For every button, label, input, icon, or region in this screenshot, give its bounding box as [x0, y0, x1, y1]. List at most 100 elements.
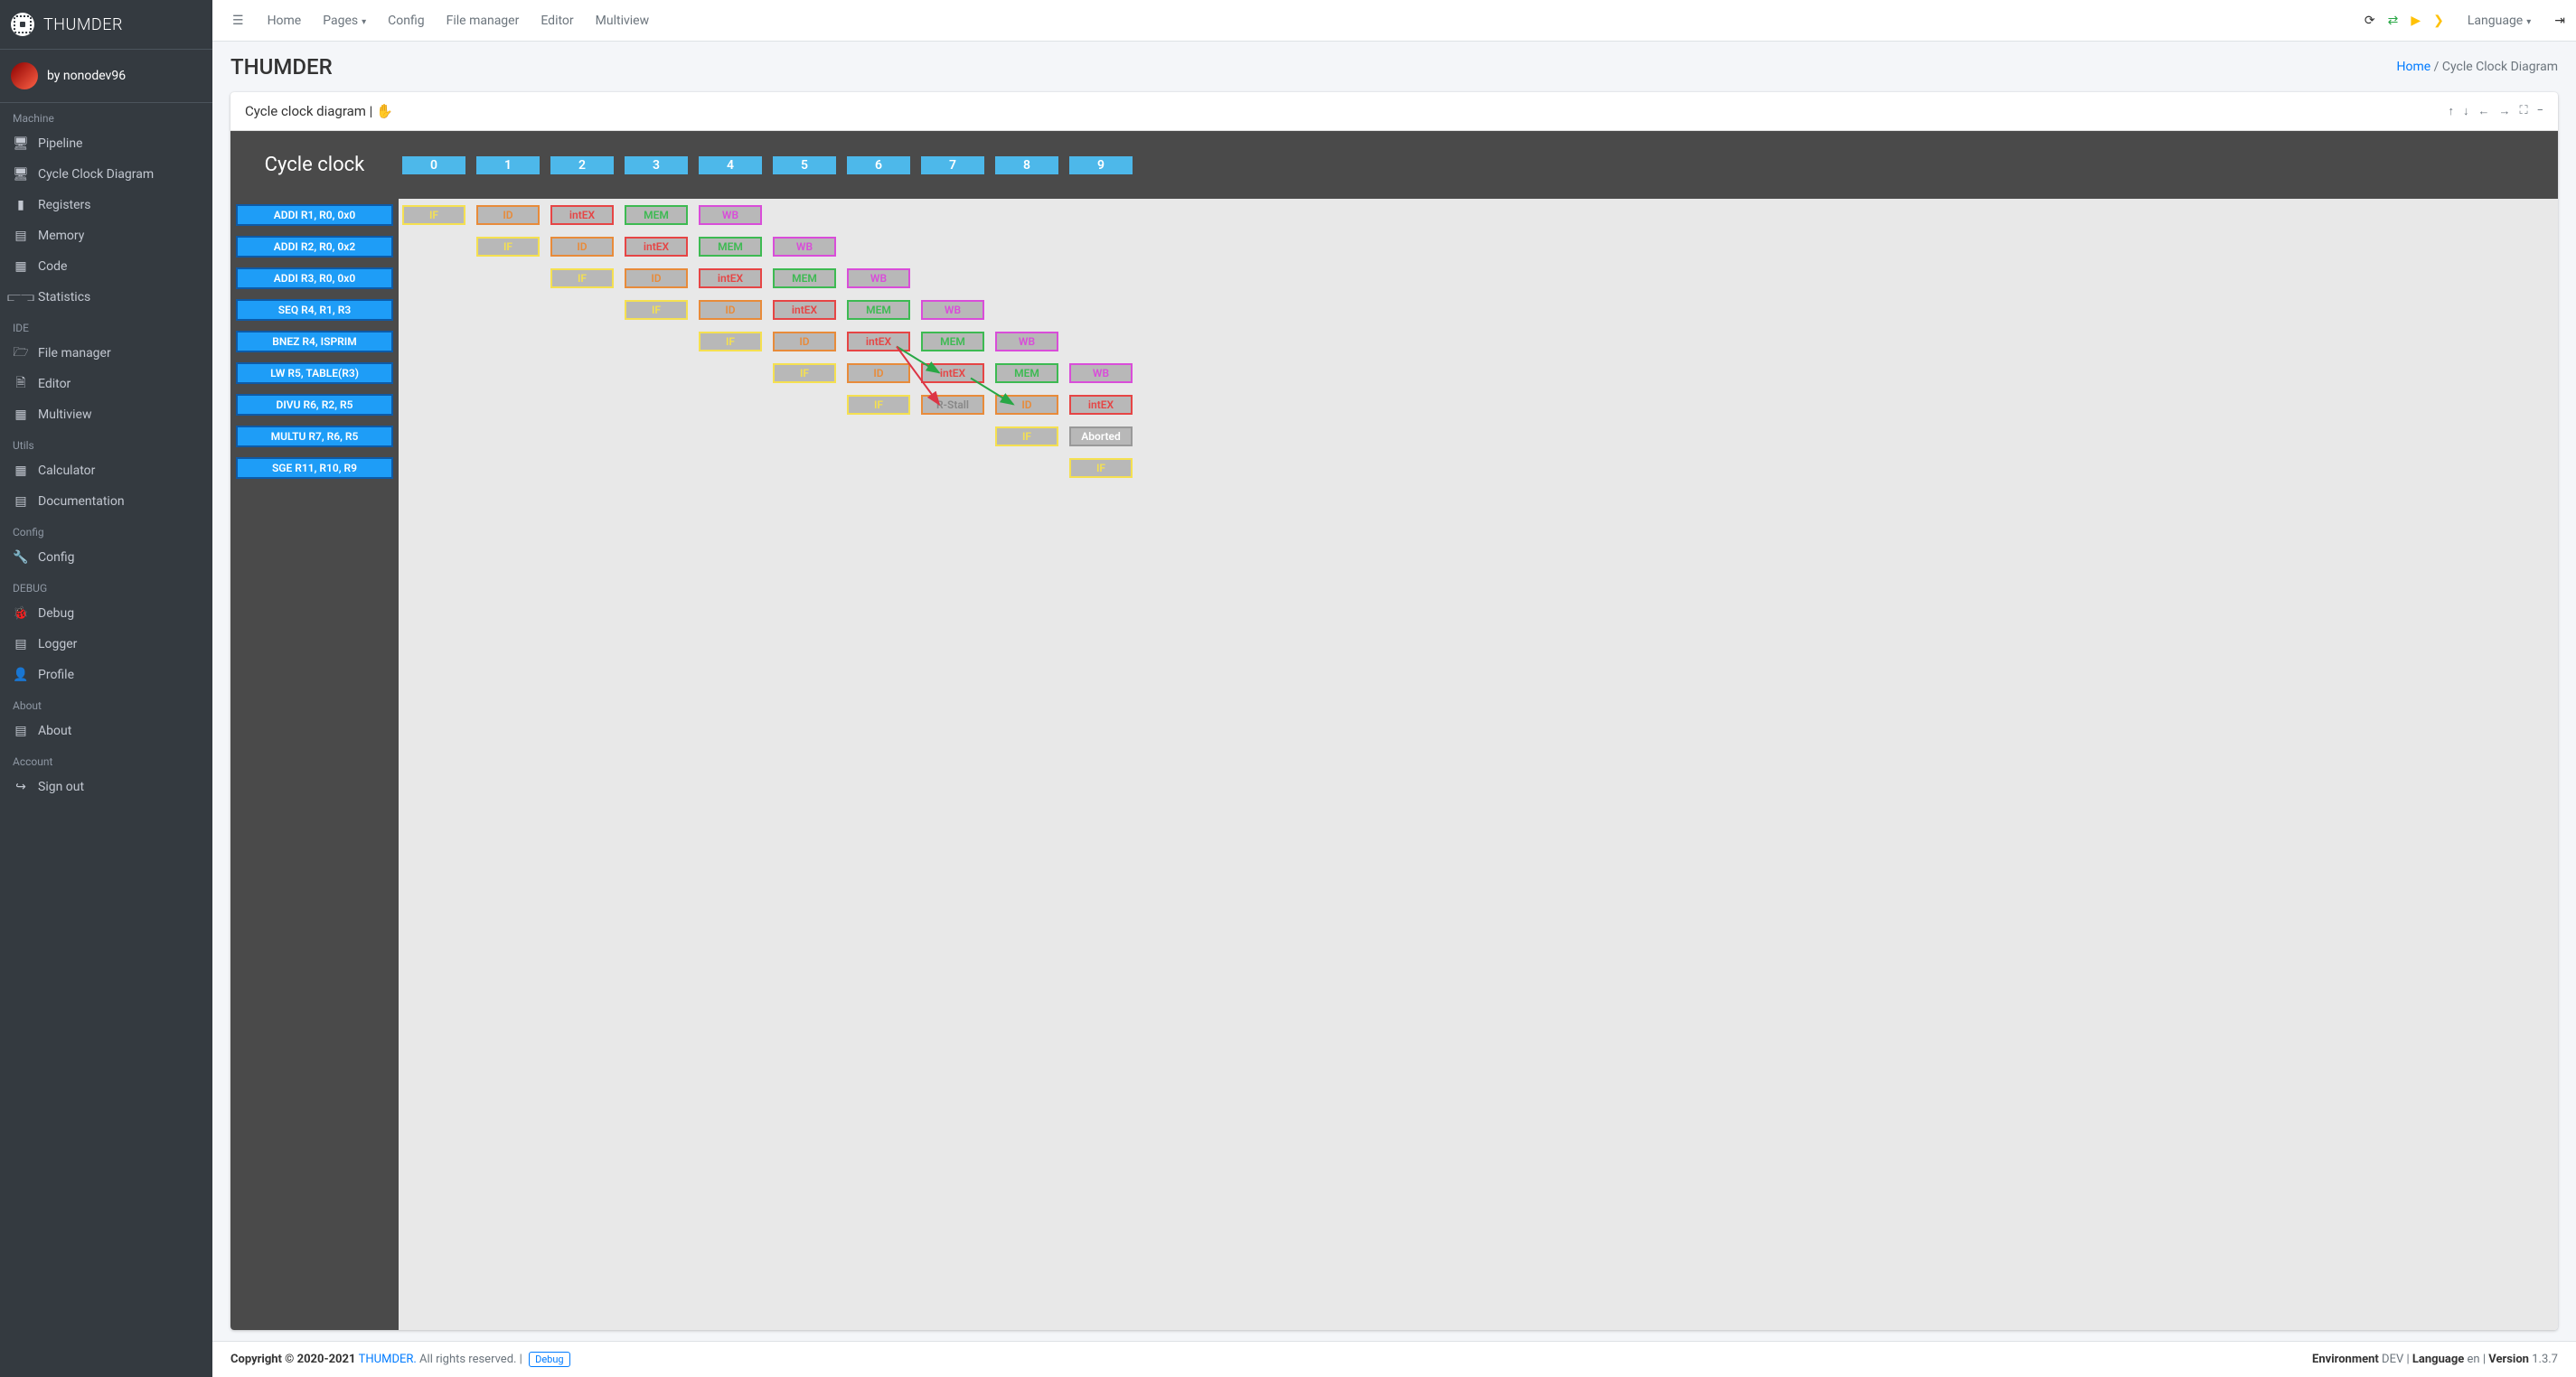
stage-row: IFIDintEXMEMWB [399, 325, 2558, 357]
stage-cell-mem: MEM [995, 363, 1058, 383]
stage-cell-intex: intEX [550, 205, 614, 225]
expand-icon[interactable]: ⛶ [2519, 104, 2527, 118]
sidebar-item-statistics[interactable]: ⫍⫎Statistics [0, 282, 212, 313]
topnav-link-pages[interactable]: Pages [312, 6, 377, 35]
stage-cell-mem: MEM [625, 205, 688, 225]
stage-cell-id: ID [773, 332, 836, 351]
cycle-number: 2 [550, 156, 614, 174]
breadcrumb-home[interactable]: Home [2396, 60, 2430, 74]
diagram-sidebar: Cycle clock ADDI R1, R0, 0x0ADDI R2, R0,… [230, 131, 399, 1330]
debug-badge[interactable]: Debug [529, 1352, 569, 1367]
sidebar-item-label: Multiview [38, 407, 91, 422]
sidebar-item-sign-out[interactable]: ↪ Sign out [0, 772, 212, 802]
stage-cell-wb: WB [995, 332, 1058, 351]
sidebar-item-label: Logger [38, 637, 77, 651]
logout-icon[interactable]: ⇥ [2554, 14, 2565, 28]
grid-icon: ▦ [13, 407, 29, 423]
stage-row: IFIDintEXMEMWB [399, 294, 2558, 325]
collapse-icon[interactable]: − [2537, 104, 2543, 118]
swap-icon[interactable]: ⇄ [2388, 14, 2399, 28]
cycle-number: 8 [995, 156, 1058, 174]
cycle-number: 5 [773, 156, 836, 174]
wrench-icon: 🔧 [13, 549, 29, 566]
cycle-number: 1 [476, 156, 540, 174]
sidebar-item-calculator[interactable]: ▦Calculator [0, 455, 212, 486]
card: Cycle clock diagram | ✋ ↑ ↓ ← → ⛶ − Cycl… [230, 92, 2558, 1330]
arrow-left-icon[interactable]: ← [2477, 104, 2489, 118]
stage-cell-if: IF [625, 300, 688, 320]
stage-cell-intex: intEX [921, 363, 984, 383]
sidebar-item-file-manager[interactable]: 🗁 File manager [0, 338, 212, 369]
sidebar-item-about[interactable]: ▤About [0, 716, 212, 746]
refresh-icon[interactable]: ⟳ [2364, 14, 2375, 28]
folder-icon: 🗁 [13, 345, 29, 361]
sidebar-item-label: File manager [38, 346, 111, 361]
stage-cell-id: ID [550, 237, 614, 257]
play-icon[interactable]: ▶ [2411, 14, 2421, 28]
language-dropdown[interactable]: Language [2457, 6, 2542, 35]
sidebar-item-code[interactable]: ▦Code [0, 251, 212, 282]
stage-cell-wb: WB [847, 268, 910, 288]
sidebar-item-cycle-clock-diagram[interactable]: 🖥Cycle Clock Diagram [0, 159, 212, 190]
arrow-down-icon[interactable]: ↓ [2463, 104, 2469, 118]
footer-brand-link[interactable]: THUMDER. [359, 1353, 417, 1366]
sidebar-item-label: Sign out [38, 780, 84, 794]
instruction-label: SEQ R4, R1, R3 [236, 299, 393, 321]
sidebar-item-label: Documentation [38, 494, 125, 509]
topnav-link-multiview[interactable]: Multiview [585, 6, 660, 35]
sidebar-item-label: Code [38, 259, 67, 274]
nav-header: IDE [0, 313, 212, 338]
stage-cell-wb: WB [1069, 363, 1133, 383]
stage-cell-r-stall: R-Stall [921, 395, 984, 415]
stage-cell-intex: intEX [773, 300, 836, 320]
topnav-link-home[interactable]: Home [257, 6, 313, 35]
topnav-link-file-manager[interactable]: File manager [436, 6, 531, 35]
signout-icon: ↪ [13, 779, 29, 795]
cycle-number: 7 [921, 156, 984, 174]
stage-cell-mem: MEM [847, 300, 910, 320]
sidebar-user[interactable]: by nonodev96 [0, 50, 212, 103]
sidebar-item-registers[interactable]: ▮Registers [0, 190, 212, 220]
brand-text: THUMDER [43, 15, 123, 34]
cycle-number: 3 [625, 156, 688, 174]
user-name: by nonodev96 [47, 69, 126, 83]
sidebar-item-multiview[interactable]: ▦ Multiview [0, 399, 212, 430]
stage-cell-if: IF [773, 363, 836, 383]
stage-cell-if: IF [476, 237, 540, 257]
footer-right: Environment DEV | Language en | Version … [2312, 1353, 2558, 1366]
stage-row: IFR-StallIDintEX [399, 389, 2558, 420]
memory-icon: ▤ [13, 228, 29, 244]
sidebar-item-label: Debug [38, 606, 74, 621]
arrow-up-icon[interactable]: ↑ [2448, 104, 2454, 118]
sidebar-item-memory[interactable]: ▤Memory [0, 220, 212, 251]
calc-icon: ▦ [13, 463, 29, 479]
topnav-link-config[interactable]: Config [377, 6, 435, 35]
stage-cell-if: IF [847, 395, 910, 415]
sidebar-brand[interactable]: THUMDER [0, 0, 212, 50]
cycle-number: 0 [402, 156, 465, 174]
sidebar-item-debug[interactable]: 🐞 Debug [0, 598, 212, 629]
hamburger-icon[interactable]: ☰ [223, 6, 253, 35]
sidebar-item-label: Pipeline [38, 136, 83, 151]
stage-row: IFIDintEXMEMWB [399, 199, 2558, 230]
step-icon[interactable]: ❯ [2433, 14, 2444, 28]
sidebar-item-pipeline[interactable]: 🖥Pipeline [0, 128, 212, 159]
stage-cell-if: IF [995, 426, 1058, 446]
nav-header: Config [0, 517, 212, 542]
sidebar-item-label: Statistics [38, 290, 90, 304]
breadcrumb-current: Cycle Clock Diagram [2442, 60, 2558, 74]
instruction-label: ADDI R1, R0, 0x0 [236, 204, 393, 226]
sidebar-item-editor[interactable]: 🗎Editor [0, 369, 212, 399]
stage-cell-intex: intEX [847, 332, 910, 351]
sidebar-item-config[interactable]: 🔧Config [0, 542, 212, 573]
binary-icon: ▮ [13, 197, 29, 213]
user-icon: 👤 [13, 667, 29, 683]
sidebar-item-documentation[interactable]: ▤Documentation [0, 486, 212, 517]
sidebar-item-label: Profile [38, 668, 74, 682]
stage-cell-id: ID [995, 395, 1058, 415]
topnav-link-editor[interactable]: Editor [530, 6, 584, 35]
sidebar-item-logger[interactable]: ▤Logger [0, 629, 212, 660]
bug-icon: 🐞 [13, 605, 29, 622]
sidebar-item-profile[interactable]: 👤 Profile [0, 660, 212, 690]
arrow-right-icon[interactable]: → [2498, 104, 2510, 118]
